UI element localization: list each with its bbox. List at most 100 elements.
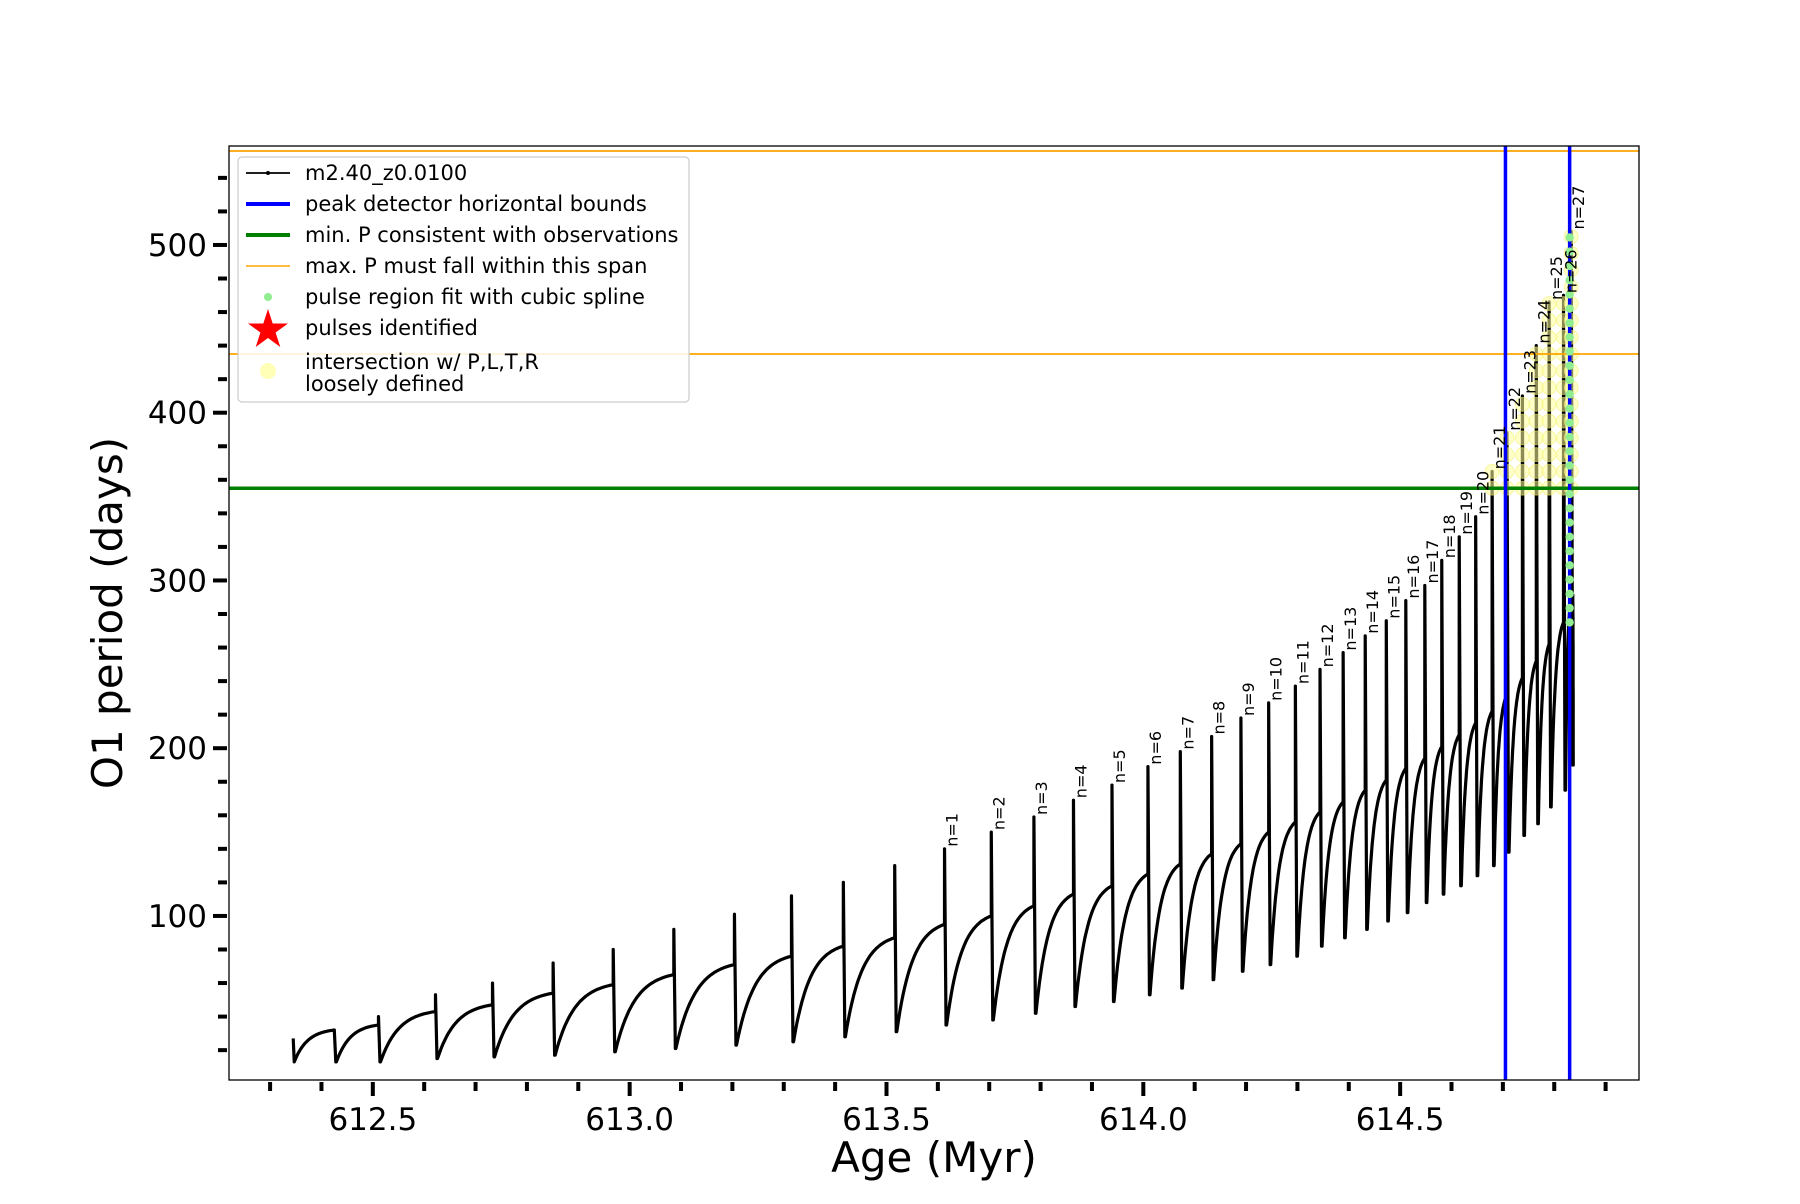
pulse-label: n=16 [1404,555,1423,599]
pulse-label: n=26 [1562,249,1581,293]
series-line [291,229,1575,1064]
spline-point [1565,304,1574,313]
pulse-label: n=22 [1505,387,1524,431]
spline-point [1565,233,1574,242]
pulse-label: n=2 [989,796,1008,830]
legend-label: intersection w/ P,L,T,R [305,350,539,374]
pulse-label: n=3 [1032,781,1051,815]
legend-label: pulses identified [305,316,478,340]
pulse-label: n=6 [1146,731,1165,765]
pulse-label: n=15 [1384,575,1403,619]
x-tick-label: 614.5 [1356,1102,1445,1138]
spline-point [1565,375,1574,385]
intersection-marker [1541,447,1557,463]
pulse-label: n=10 [1267,657,1286,701]
intersection-marker [1528,430,1544,446]
legend-label: max. P must fall within this span [305,254,647,278]
intersection-marker [1484,463,1500,479]
intersection-marker [1541,363,1557,379]
spline-point [1565,603,1574,613]
intersection-marker [1541,413,1557,429]
spline-point [1565,461,1574,470]
legend-label: min. P consistent with observations [305,223,678,247]
legend-label: peak detector horizontal bounds [305,192,647,216]
legend-label: pulse region fit with cubic spline [305,285,645,309]
spline-point [1565,504,1574,513]
legend-handle-marker [266,171,270,175]
intersection-marker [1541,396,1557,412]
spline-point [1565,589,1574,599]
x-tick-label: 613.5 [842,1102,931,1138]
pulse-label: n=21 [1490,425,1509,469]
intersection-marker [1528,396,1544,412]
legend-handle-intersection [260,363,276,379]
spline-point [1565,518,1574,527]
x-axis-label: Age (Myr) [831,1133,1037,1182]
spline-point [1565,618,1574,627]
y-tick-label: 300 [148,563,207,599]
x-tick-label: 612.5 [328,1102,417,1138]
spline-point [1565,390,1574,399]
spline-point [1565,418,1574,427]
intersection-marker [1514,447,1530,463]
intersection-marker [1528,413,1544,429]
pulse-label: n=24 [1534,300,1553,344]
spline-point [1565,532,1574,542]
pulse-label: n=4 [1072,764,1091,798]
pulse-label: n=18 [1440,514,1459,558]
plot-marks: n=1 n=2 n=3 n=4 n=5n=6 n=7 n=8n=9 n=10 n=11 n=12 n… [229,146,1639,1080]
pulse-label: n=7 [1178,716,1197,750]
x-tick-label: 614.0 [1099,1102,1188,1138]
star-icon [248,309,288,347]
y-tick-label: 400 [148,396,207,432]
spline-point [1565,318,1574,328]
intersection-marker [1514,463,1530,479]
spline-point [1565,432,1574,442]
legend-label: loosely defined [305,372,464,396]
spline-point [1565,447,1574,456]
intersection-marker [1541,463,1557,479]
y-tick-label: 500 [148,228,207,264]
pulse-label: n=20 [1474,471,1493,515]
pulse-label: n=23 [1520,350,1539,394]
spline-point [1565,361,1574,370]
spline-point [1565,347,1574,356]
intersection-marker [1514,430,1530,446]
legend-label: m2.40_z0.0100 [305,161,467,186]
y-tick-label: 100 [148,899,207,935]
pulse-label: n=13 [1341,607,1360,651]
pulse-label: n=11 [1293,640,1312,684]
spline-point [1565,333,1574,342]
axes: 612.5 613.0 613.5 614.0 614.5 100 200 300 400 500 [148,175,1608,1138]
spline-point [1565,290,1574,299]
intersection-marker [1541,430,1557,446]
legend-box [237,156,690,403]
pulse-label: n=14 [1363,590,1382,634]
intersection-marker [1528,447,1544,463]
axes-frame [228,145,1640,1081]
pulse-label: n=25 [1547,256,1566,300]
spline-point [1565,575,1574,584]
pulse-label: n=8 [1210,701,1229,735]
spline-point [1565,546,1574,556]
pulse-label: n=9 [1239,682,1258,716]
spline-point [1565,247,1574,256]
pulse-label: n=12 [1318,623,1337,667]
intersection-marker [1541,380,1557,396]
legend-handle-spline [264,293,272,301]
y-tick-label: 200 [148,731,207,767]
pulse-label: n=1 [943,813,962,847]
spline-point [1565,404,1574,413]
spline-point [1565,261,1574,271]
spline-point [1565,489,1574,499]
spline-point [1565,475,1574,485]
pulse-label: n=27 [1569,186,1588,230]
intersection-marker [1528,463,1544,479]
pulse-label: n=5 [1110,749,1129,783]
pulse-label: n=17 [1423,540,1442,584]
x-tick-label: 613.0 [585,1102,674,1138]
y-axis-label: O1 period (days) [83,437,132,789]
spline-point [1565,275,1574,285]
